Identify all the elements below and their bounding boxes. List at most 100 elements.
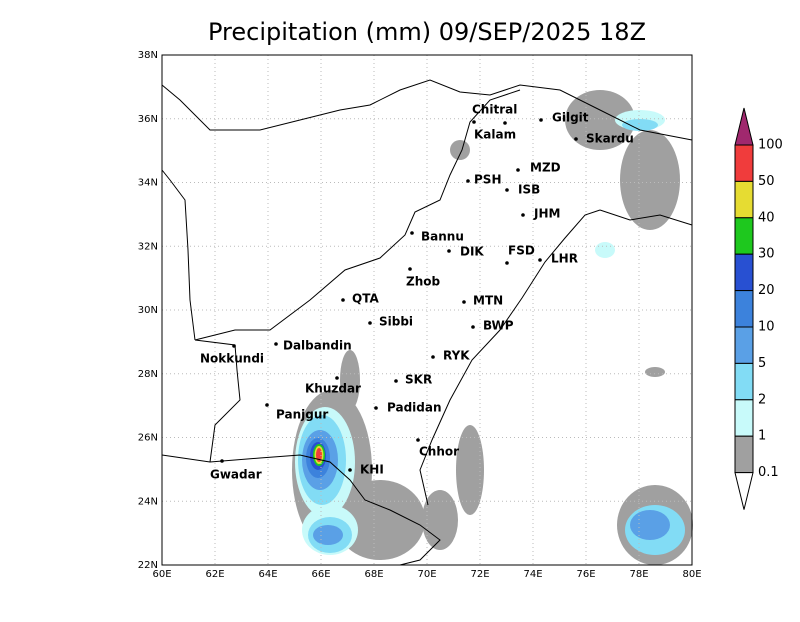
city-dot [516, 168, 520, 172]
city-dot [521, 213, 525, 217]
lon-label: 72E [470, 569, 489, 580]
city-dot [416, 438, 420, 442]
lat-label: 26N [138, 433, 158, 444]
city-label: LHR [551, 252, 578, 266]
lon-label: 68E [364, 569, 383, 580]
city-dot [341, 298, 345, 302]
city-dot [505, 188, 509, 192]
lon-label: 78E [629, 569, 648, 580]
city-label: Kalam [474, 128, 516, 142]
lon-label: 76E [576, 569, 595, 580]
city-dot [410, 231, 414, 235]
colorbar-label: 10 [758, 320, 775, 335]
city-label: MTN [473, 294, 503, 308]
city-dot [471, 325, 475, 329]
city-label: Chitral [472, 103, 517, 117]
colorbar-label: 40 [758, 210, 775, 225]
lat-label: 36N [138, 114, 158, 125]
lon-label: 74E [523, 569, 542, 580]
city-label: ISB [518, 183, 540, 197]
colorbar-triangle [734, 472, 754, 510]
city-dot [348, 468, 352, 472]
city-dot [394, 379, 398, 383]
city-label: QTA [352, 292, 379, 306]
city-label: Sibbi [379, 315, 413, 329]
city-dot [232, 344, 236, 348]
city-dot [408, 267, 412, 271]
lat-label: 38N [138, 50, 158, 61]
city-dot [431, 355, 435, 359]
city-label: RYK [443, 349, 470, 363]
lat-label: 30N [138, 305, 158, 316]
city-label: Padidan [387, 401, 442, 415]
city-label: Chhor [419, 445, 459, 459]
lat-label: 28N [138, 369, 158, 380]
lat-label: 32N [138, 241, 158, 252]
colorbar-bin [734, 399, 754, 437]
city-dot [538, 258, 542, 262]
city-label: Bannu [421, 230, 464, 244]
colorbar-label: 50 [758, 174, 775, 189]
city-dot [374, 406, 378, 410]
precipitation-field [292, 90, 693, 565]
city-dot [265, 403, 269, 407]
lon-label: 62E [205, 569, 224, 580]
lat-label: 22N [138, 560, 158, 571]
borders [161, 79, 693, 566]
city-label: MZD [530, 161, 561, 175]
colorbar-bin [734, 253, 754, 292]
lon-label: 60E [152, 569, 171, 580]
city-dot [539, 118, 543, 122]
city-label: Khuzdar [305, 382, 361, 396]
city-label: Gilgit [552, 111, 589, 125]
city-label: DIK [460, 245, 484, 259]
map-frame [161, 54, 693, 566]
city-label: Panjgur [276, 408, 328, 422]
city-dot [466, 179, 470, 183]
colorbar-label: 0.1 [758, 465, 779, 480]
colorbar-label: 30 [758, 247, 775, 262]
graticule [162, 55, 692, 565]
city-label: FSD [508, 244, 535, 258]
city-label: Nokkundi [200, 352, 264, 366]
colorbar: 100 50 40 30 20 10 5 2 1 0.1 [734, 107, 783, 510]
colorbar-bin [734, 180, 754, 219]
lon-label: 80E [682, 569, 701, 580]
colorbar-bin [734, 290, 754, 328]
city-label: BWP [483, 319, 514, 333]
city-label: Zhob [406, 275, 440, 289]
city-label: SKR [405, 373, 432, 387]
city-label: KHI [360, 463, 384, 477]
city-dot [505, 261, 509, 265]
city-label: Dalbandin [283, 339, 352, 353]
colorbar-triangle [734, 107, 754, 146]
colorbar-label: 2 [758, 392, 766, 407]
lon-label: 70E [417, 569, 436, 580]
city-label: JHM [533, 207, 560, 221]
city-dot [447, 249, 451, 253]
colorbar-label: 100 [758, 138, 783, 153]
city-label: PSH [474, 173, 501, 187]
city-label: Skardu [586, 132, 634, 146]
city-label: Gwadar [210, 468, 262, 482]
lon-label: 66E [311, 569, 330, 580]
city-dot [220, 459, 224, 463]
colorbar-bin [734, 217, 754, 255]
colorbar-bin [734, 362, 754, 401]
city-dot [274, 342, 278, 346]
colorbar-bin [734, 435, 754, 474]
title: Precipitation (mm) 09/SEP/2025 18Z [208, 18, 646, 46]
city-dot [368, 321, 372, 325]
lon-label: 64E [258, 569, 277, 580]
city-dot [472, 120, 476, 124]
colorbar-bin [734, 326, 754, 364]
cities: Chitral Gilgit Kalam Skardu MZD PSH ISB JHM Bann… [200, 103, 634, 482]
city-dot [335, 376, 339, 380]
lat-label: 34N [138, 178, 158, 189]
colorbar-label: 20 [758, 283, 775, 298]
city-dot [462, 300, 466, 304]
city-dot [574, 137, 578, 141]
colorbar-bin [734, 144, 754, 182]
lat-label: 24N [138, 496, 158, 507]
